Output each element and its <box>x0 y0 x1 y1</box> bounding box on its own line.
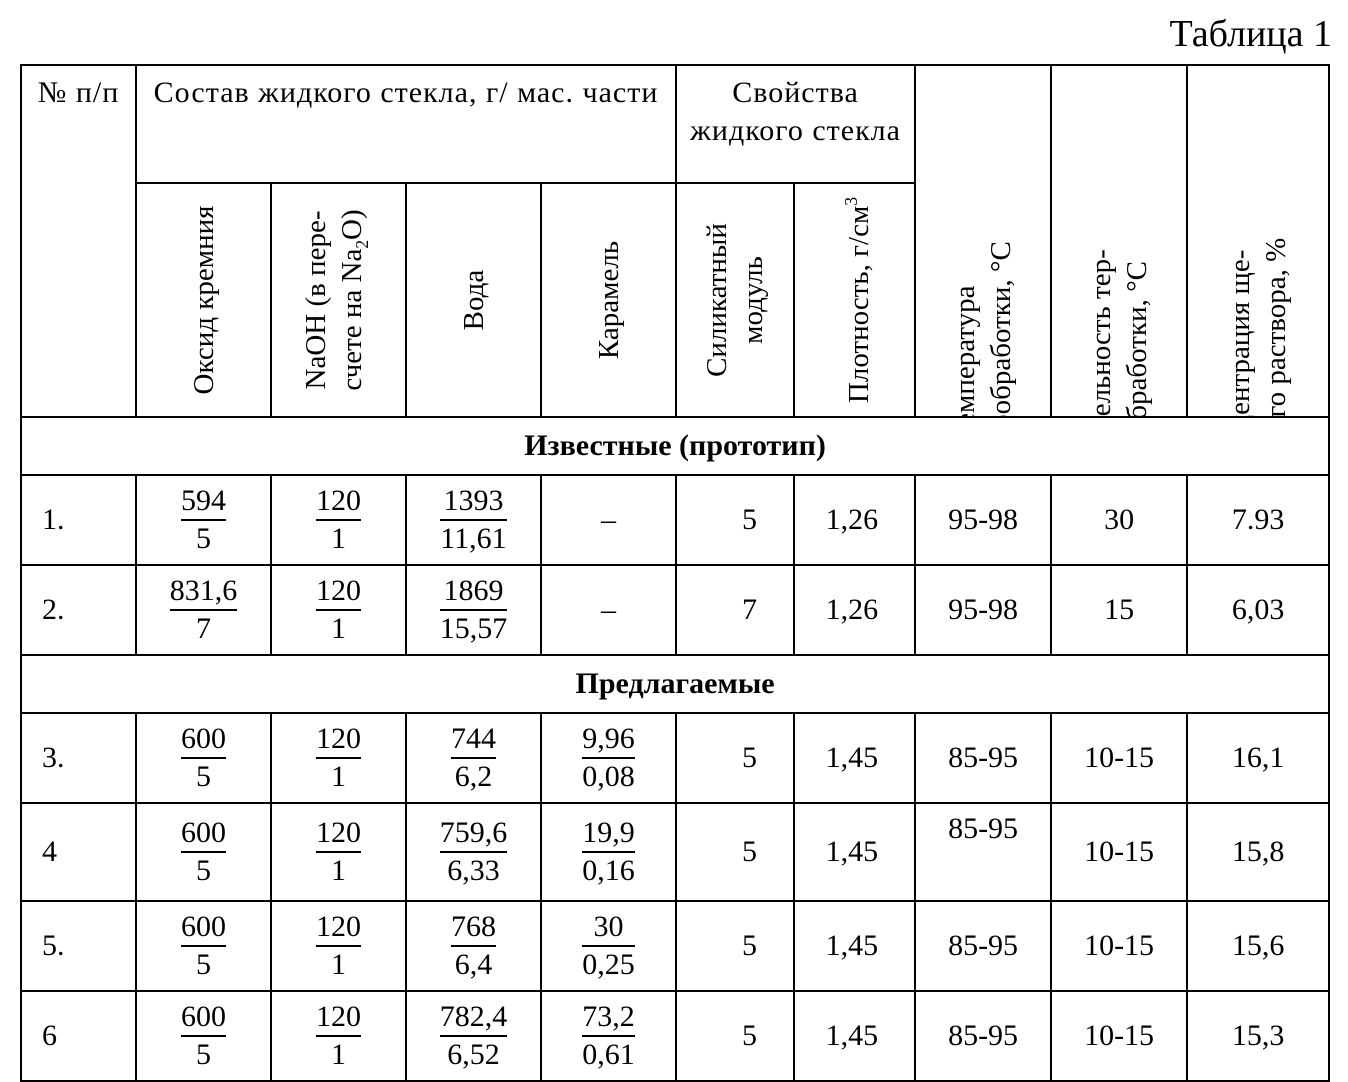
cell-silica: 600 5 <box>135 900 272 992</box>
header-density: Плотность, г/см3 <box>793 182 917 418</box>
cell-temp: 85-95 <box>914 900 1053 992</box>
cell-caramel: 73,2 0,61 <box>539 990 678 1082</box>
cell-duration: 10-15 <box>1050 712 1189 804</box>
cell-water: 1869 15,57 <box>405 564 542 656</box>
cell-concentration: 15,6 <box>1186 900 1331 992</box>
cell-no: 4 <box>20 802 137 902</box>
cell-temp: 85-95 <box>914 802 1053 902</box>
header-concentration: Концентрация ще-лочного раствора, % <box>1186 64 1331 418</box>
cell-naoh: 120 1 <box>270 712 407 804</box>
table-row: 4 600 5 120 1 759,6 6,33 19,9 0,16 5 1,45 85… <box>20 802 1331 902</box>
cell-temp: 85-95 <box>914 990 1053 1082</box>
caramel-dash: – <box>601 503 617 536</box>
cell-caramel: 19,9 0,16 <box>539 802 678 902</box>
cell-no: 1. <box>20 474 137 566</box>
cell-caramel: – <box>539 474 678 566</box>
header-naoh: NaOH (в пере- счете на Na2O) <box>270 182 407 418</box>
cell-caramel: 9,96 0,08 <box>539 712 678 804</box>
cell-naoh: 120 1 <box>270 802 407 902</box>
caramel-dash: – <box>601 593 617 626</box>
cell-silica: 594 5 <box>135 474 272 566</box>
cell-density: 1,26 <box>793 564 917 656</box>
header-composition: Состав жидкого стекла, г/ мас. части <box>134 64 678 184</box>
section-known: Известные (прототип) <box>19 416 1331 476</box>
cell-no: 6 <box>20 990 137 1082</box>
cell-temp: 95-98 <box>914 564 1053 656</box>
cell-modulus: 5 <box>675 802 796 902</box>
cell-density: 1,45 <box>793 712 917 804</box>
cell-naoh: 120 1 <box>270 474 407 566</box>
table-row: 1. 594 5 120 1 1393 11,61 – 5 1,26 95-98 30… <box>20 474 1331 566</box>
cell-concentration: 15,3 <box>1186 990 1331 1082</box>
cell-duration: 10-15 <box>1050 900 1189 992</box>
cell-naoh: 120 1 <box>270 990 407 1082</box>
cell-modulus: 5 <box>675 712 796 804</box>
header-caramel: Карамель <box>539 182 678 418</box>
cell-no: 5. <box>20 900 137 992</box>
cell-no: 2. <box>20 564 137 656</box>
cell-water: 768 6,4 <box>405 900 542 992</box>
cell-duration: 30 <box>1050 474 1189 566</box>
cell-water: 759,6 6,33 <box>405 802 542 902</box>
cell-modulus: 5 <box>675 990 796 1082</box>
cell-duration: 15 <box>1050 564 1189 656</box>
cell-modulus: 5 <box>675 900 796 992</box>
cell-no: 3. <box>20 712 137 804</box>
cell-modulus: 7 <box>675 564 796 656</box>
cell-density: 1,45 <box>793 990 917 1082</box>
cell-silica: 600 5 <box>135 990 272 1082</box>
section-proposed: Предлагаемые <box>19 654 1331 714</box>
cell-duration: 10-15 <box>1050 802 1189 902</box>
cell-concentration: 6,03 <box>1186 564 1331 656</box>
header-water: Вода <box>405 182 542 418</box>
cell-water: 1393 11,61 <box>405 474 542 566</box>
cell-density: 1,26 <box>793 474 917 566</box>
cell-silica: 831,6 7 <box>135 564 272 656</box>
table-row: 2. 831,6 7 120 1 1869 15,57 – 7 1,26 95-98 … <box>20 564 1331 656</box>
cell-water: 782,4 6,52 <box>405 990 542 1082</box>
cell-naoh: 120 1 <box>270 564 407 656</box>
header-temp: Температура термообработки, °С <box>914 64 1053 418</box>
header-no: № п/п <box>20 64 137 418</box>
table-row: 5. 600 5 120 1 768 6,4 30 0,25 5 1,45 85-95 … <box>20 900 1331 992</box>
cell-density: 1,45 <box>793 900 917 992</box>
cell-density: 1,45 <box>793 802 917 902</box>
cell-naoh: 120 1 <box>270 900 407 992</box>
header-silica: Оксид кремния <box>135 182 272 418</box>
header-duration: Длительность тер-мообработки, °С <box>1050 64 1189 418</box>
cell-silica: 600 5 <box>135 712 272 804</box>
table-row: 3. 600 5 120 1 744 6,2 9,96 0,08 5 1,45 85-9… <box>20 712 1331 804</box>
table-caption: Таблица 1 <box>1169 13 1332 55</box>
cell-concentration: 15,8 <box>1186 802 1331 902</box>
cell-concentration: 7.93 <box>1186 474 1331 566</box>
table-row: 6 600 5 120 1 782,4 6,52 73,2 0,61 5 1,45 85… <box>20 990 1331 1082</box>
cell-caramel: – <box>539 564 678 656</box>
cell-caramel: 30 0,25 <box>539 900 678 992</box>
cell-water: 744 6,2 <box>405 712 542 804</box>
cell-temp: 85-95 <box>914 712 1053 804</box>
cell-silica: 600 5 <box>135 802 272 902</box>
data-table: № п/п Состав жидкого стекла, г/ мас. час… <box>19 64 1331 1082</box>
header-properties: Свойства жидкого стекла <box>675 64 917 184</box>
cell-concentration: 16,1 <box>1186 712 1331 804</box>
header-modulus: Силикатный модуль <box>675 182 796 418</box>
cell-duration: 10-15 <box>1050 990 1189 1082</box>
cell-temp: 95-98 <box>914 474 1053 566</box>
cell-modulus: 5 <box>675 474 796 566</box>
